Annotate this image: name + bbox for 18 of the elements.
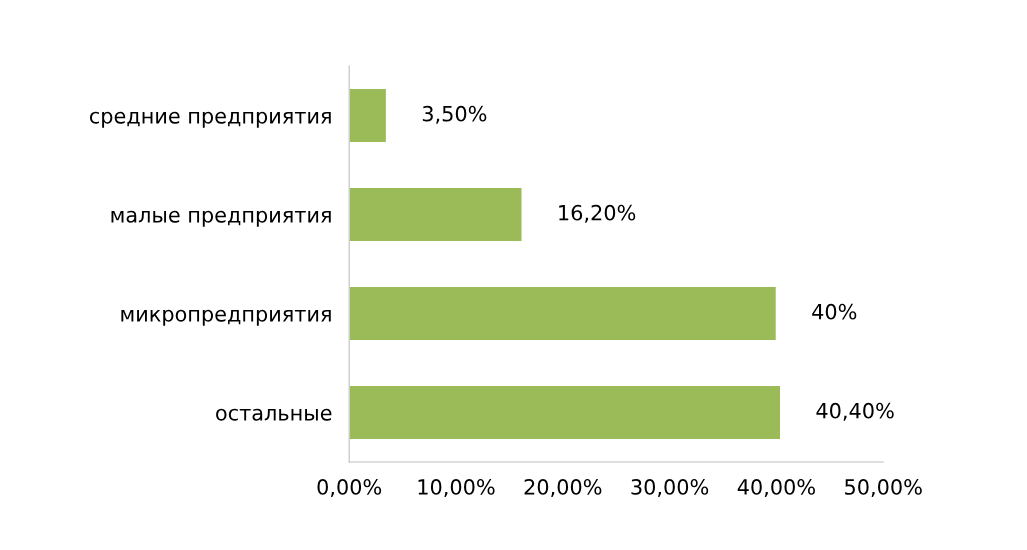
x-tick-label: 20,00% xyxy=(524,479,602,497)
x-tick-label: 0,00% xyxy=(317,479,382,497)
x-tick-label: 40,00% xyxy=(737,479,815,497)
y-tick-label: средние предприятия xyxy=(89,111,331,128)
bar xyxy=(349,87,388,144)
y-tick-label: остальные xyxy=(216,408,332,421)
y-tick-label: микропредприятия xyxy=(121,309,331,326)
bar xyxy=(349,384,782,441)
data-label: 40% xyxy=(812,303,857,320)
y-tick-label: малые предприятия xyxy=(111,210,331,227)
bar xyxy=(349,285,778,342)
data-label: 3,50% xyxy=(422,105,487,124)
x-tick-label: 50,00% xyxy=(845,479,922,497)
x-tick-label: 30,00% xyxy=(631,479,709,497)
x-tick-label: 10,00% xyxy=(418,479,495,497)
data-label: 16,20% xyxy=(559,204,636,223)
bar xyxy=(349,186,523,243)
data-label: 40,40% xyxy=(816,402,894,421)
